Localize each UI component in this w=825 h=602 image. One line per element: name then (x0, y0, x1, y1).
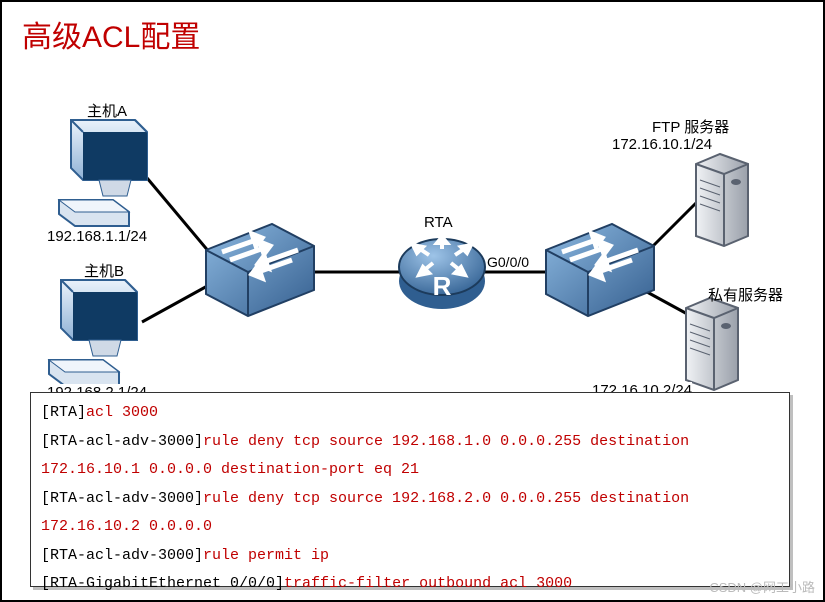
router-iface: G0/0/0 (487, 254, 529, 270)
host-a-label: 主机A (87, 100, 127, 121)
cli-prompt: [RTA-acl-adv-3000] (41, 433, 203, 450)
ftp-ip: 172.16.10.1/24 (612, 136, 712, 153)
host-b-label: 主机B (84, 260, 124, 281)
watermark: CSDN @网工小路 (709, 577, 815, 596)
host-b-icon (47, 274, 142, 389)
router-label: RTA (424, 214, 453, 231)
cli-line-3: [RTA-acl-adv-3000]rule permit ip (41, 542, 779, 571)
diagram-frame: 高级ACL配置 (0, 0, 825, 602)
cli-cmd: rule permit ip (203, 547, 329, 564)
cli-cmd: acl 3000 (86, 404, 158, 421)
cli-line-0: [RTA]acl 3000 (41, 399, 779, 428)
cli-prompt: [RTA-GigabitEthernet 0/0/0] (41, 575, 284, 592)
cli-cmd: traffic-filter outbound acl 3000 (284, 575, 572, 592)
ftp-label: FTP 服务器 (652, 116, 729, 137)
cli-line-2: [RTA-acl-adv-3000]rule deny tcp source 1… (41, 485, 779, 542)
switch-right-icon (542, 220, 657, 320)
ftp-server-icon (692, 152, 752, 247)
priv-label: 私有服务器 (708, 284, 783, 305)
cli-prompt: [RTA] (41, 404, 86, 421)
cli-prompt: [RTA-acl-adv-3000] (41, 490, 203, 507)
cli-output-box: [RTA]acl 3000[RTA-acl-adv-3000]rule deny… (30, 392, 790, 587)
router-icon: R (397, 237, 487, 311)
host-a-icon (57, 114, 152, 229)
switch-left-icon (202, 220, 317, 320)
private-server-icon (682, 296, 742, 391)
cli-line-4: [RTA-GigabitEthernet 0/0/0]traffic-filte… (41, 570, 779, 599)
svg-text:R: R (433, 271, 452, 301)
cli-prompt: [RTA-acl-adv-3000] (41, 547, 203, 564)
cli-line-1: [RTA-acl-adv-3000]rule deny tcp source 1… (41, 428, 779, 485)
host-a-ip: 192.168.1.1/24 (47, 228, 147, 245)
